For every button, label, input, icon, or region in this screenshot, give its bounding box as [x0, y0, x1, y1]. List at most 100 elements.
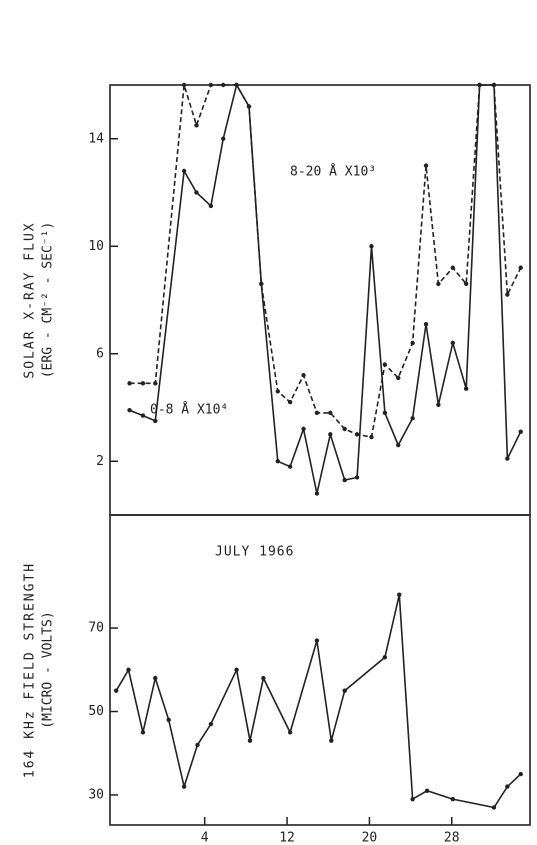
- data-point: [423, 321, 429, 327]
- data-point: [234, 667, 239, 672]
- data-point: [342, 426, 347, 432]
- series-line: [129, 84, 522, 439]
- x-tick-label: 4: [201, 831, 209, 845]
- data-point: [287, 399, 293, 405]
- data-point: [301, 426, 306, 432]
- data-point: [354, 432, 360, 437]
- y-axis-label: 164 KHz FIELD STRENGTH: [23, 562, 38, 778]
- data-point: [208, 82, 214, 88]
- data-point: [342, 688, 347, 693]
- data-point: [450, 265, 455, 270]
- data-point: [382, 410, 388, 416]
- data-point: [140, 381, 146, 386]
- data-point: [153, 675, 158, 681]
- data-point: [314, 491, 320, 496]
- series-line: [129, 82, 522, 494]
- data-point: [342, 477, 347, 483]
- series-line: [115, 594, 522, 809]
- data-point: [369, 434, 374, 440]
- data-point: [181, 82, 187, 88]
- data-point: [354, 475, 360, 480]
- data-point: [505, 784, 510, 789]
- data-point: [423, 163, 429, 168]
- data-point: [491, 82, 497, 88]
- data-point: [127, 407, 132, 413]
- y-axis-label: SOLAR X-RAY FLUX: [23, 221, 38, 378]
- data-point: [518, 429, 523, 434]
- data-point: [314, 410, 320, 416]
- data-point: [194, 190, 199, 195]
- data-point: [140, 413, 146, 418]
- data-point: [463, 386, 469, 391]
- y-tick-label: 2: [96, 454, 104, 469]
- bottom-frame: [109, 514, 531, 826]
- data-point: [301, 373, 306, 378]
- data-point: [153, 418, 158, 424]
- data-point: [518, 771, 523, 777]
- data-point: [181, 168, 187, 174]
- data-point: [382, 655, 388, 660]
- data-point: [518, 265, 523, 270]
- data-point: [328, 432, 333, 437]
- data-point: [505, 456, 510, 461]
- data-point: [181, 784, 187, 789]
- data-point: [382, 362, 388, 367]
- data-point: [410, 416, 415, 421]
- series-label: 8-20 Å X10³: [290, 164, 376, 180]
- data-point: [477, 82, 482, 88]
- x-tick-label: 12: [279, 831, 295, 845]
- data-point: [221, 136, 226, 141]
- data-point: [234, 82, 239, 88]
- data-point: [491, 805, 497, 810]
- data-point: [261, 675, 266, 681]
- data-point: [208, 721, 214, 727]
- data-point: [259, 281, 264, 287]
- series-label: 0-8 Å X10⁴: [150, 402, 228, 418]
- data-point: [127, 381, 132, 386]
- data-point: [287, 464, 293, 469]
- data-point: [396, 442, 401, 448]
- y-tick-label: 10: [88, 239, 104, 254]
- data-point: [113, 688, 119, 693]
- data-point: [221, 82, 226, 88]
- data-point: [396, 375, 401, 381]
- annotation: JULY 1966: [215, 545, 294, 560]
- data-point: [328, 410, 333, 416]
- data-point: [126, 667, 131, 672]
- data-point: [314, 638, 320, 643]
- data-point: [436, 402, 441, 408]
- x-tick-label: 20: [362, 831, 378, 845]
- data-point: [505, 292, 510, 297]
- data-point: [153, 381, 158, 386]
- data-point: [397, 592, 402, 597]
- data-point: [369, 244, 374, 249]
- y-tick-label: 30: [88, 787, 104, 802]
- data-point: [195, 742, 200, 748]
- data-point: [275, 459, 280, 464]
- data-point: [194, 123, 199, 128]
- y-tick-label: 6: [96, 346, 104, 361]
- data-point: [246, 104, 252, 109]
- y-tick-label: 50: [88, 704, 104, 719]
- y-tick-label: 14: [88, 131, 104, 146]
- data-point: [410, 340, 415, 346]
- data-point: [287, 730, 293, 735]
- data-point: [329, 738, 334, 743]
- data-point: [275, 389, 280, 394]
- top-frame: [109, 84, 531, 516]
- data-point: [410, 796, 415, 802]
- data-point: [450, 340, 455, 346]
- data-point: [450, 796, 455, 802]
- y-axis-label: (ERG - CM⁻² - SEC⁻¹): [41, 222, 56, 379]
- data-point: [436, 281, 441, 287]
- x-tick-label: 28: [444, 831, 460, 845]
- y-axis-label: (MICRO - VOLTS): [41, 611, 56, 728]
- data-point: [247, 738, 253, 743]
- data-point: [166, 717, 171, 723]
- y-tick-label: 70: [88, 621, 104, 636]
- data-point: [140, 730, 146, 735]
- data-point: [208, 203, 214, 209]
- data-point: [463, 281, 469, 287]
- data-point: [424, 788, 430, 793]
